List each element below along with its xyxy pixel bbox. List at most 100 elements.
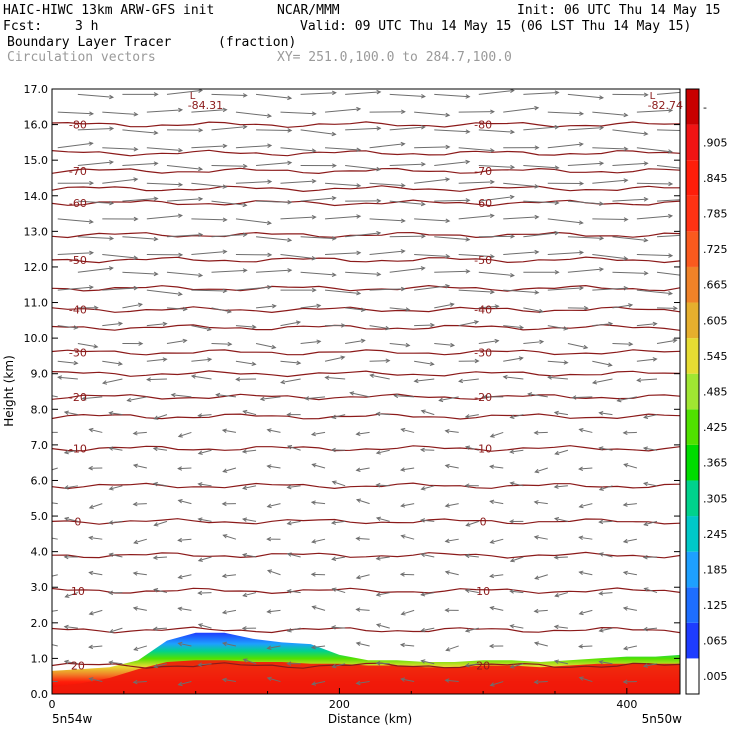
- circulation-vector: [77, 93, 115, 100]
- circulation-vector: [235, 179, 273, 184]
- circulation-vector: [280, 287, 317, 293]
- circulation-vector: [458, 289, 495, 295]
- circulation-vector: [88, 503, 103, 509]
- circulation-vector: [478, 234, 516, 239]
- circulation-vector: [330, 625, 346, 630]
- circulation-vector: [221, 677, 237, 683]
- circulation-vector: [509, 589, 524, 594]
- circulation-vector: [420, 409, 435, 416]
- circulation-vector: [355, 641, 370, 647]
- circulation-vector: [311, 538, 326, 544]
- circulation-vector: [266, 503, 281, 509]
- circulation-vector: [345, 271, 382, 277]
- colorbar-swatch: [686, 516, 699, 552]
- circulation-vector: [523, 270, 560, 275]
- circulation-vector: [146, 147, 184, 153]
- circulation-vector: [503, 182, 540, 189]
- circulation-vector: [256, 128, 293, 133]
- contour-label: 20: [476, 660, 490, 673]
- low-marker: L: [650, 91, 656, 102]
- circulation-vector: [622, 645, 637, 651]
- y-tick-label: 0.0: [31, 688, 49, 701]
- circulation-vector: [133, 645, 147, 651]
- colorbar-swatch: [686, 124, 699, 161]
- circulation-vector: [177, 681, 192, 687]
- circulation-vector: [612, 341, 634, 347]
- circulation-vector: [177, 641, 192, 647]
- y-tick-label: 4.0: [31, 546, 49, 559]
- temperature-contour-line: [52, 149, 680, 157]
- circulation-vector: [414, 218, 451, 224]
- init-time: Init: 06 UTC Thu 14 May 15: [517, 3, 721, 18]
- field1-name: Boundary Layer Tracer: [7, 35, 172, 50]
- circulation-vector: [509, 556, 524, 563]
- circulation-vector: [266, 428, 281, 433]
- circulation-vector: [464, 588, 479, 594]
- colorbar-label: .305: [703, 492, 728, 505]
- circulation-vector: [400, 609, 415, 616]
- colorbar-swatch: [686, 89, 699, 125]
- temperature-contour-line: [52, 518, 680, 525]
- temperature-contour-line: [52, 445, 680, 452]
- org-label: NCAR/MMM: [277, 3, 340, 18]
- colorbar-swatch: [686, 480, 699, 517]
- circulation-vector: [420, 485, 435, 491]
- circulation-vector: [355, 574, 370, 580]
- circulation-vector: [331, 587, 346, 594]
- circulation-vector: [211, 93, 248, 98]
- circulation-vector: [108, 520, 123, 525]
- circulation-vector: [643, 414, 658, 420]
- circulation-vector: [331, 663, 346, 669]
- circulation-vector: [280, 360, 302, 366]
- circulation-vector: [355, 431, 370, 437]
- circulation-vector: [355, 607, 370, 612]
- contour-label: -30: [474, 346, 492, 359]
- circulation-vector: [57, 250, 95, 256]
- circulation-vector: [489, 464, 504, 470]
- circulation-vector: [345, 338, 366, 344]
- circulation-vector: [102, 285, 139, 291]
- contour-label: -10: [474, 442, 492, 455]
- circulation-vector: [642, 663, 658, 668]
- circulation-vector: [547, 142, 584, 149]
- circulation-vector: [280, 111, 317, 116]
- circulation-vector: [598, 485, 613, 491]
- circulation-vector: [286, 589, 301, 594]
- circulation-vector: [445, 645, 459, 652]
- x-tick-label: 0: [49, 698, 56, 711]
- circulation-vector: [102, 253, 139, 261]
- circulation-vector: [400, 503, 415, 508]
- circulation-vector: [153, 588, 168, 594]
- circulation-vector: [191, 249, 228, 255]
- circulation-vector: [636, 181, 674, 187]
- contour-label: 20: [71, 660, 85, 673]
- circulation-vector: [553, 516, 569, 522]
- circulation-vector: [389, 233, 427, 239]
- circulation-vector: [304, 396, 326, 401]
- colorbar-label: .545: [703, 350, 728, 363]
- circulation-vector: [77, 342, 99, 349]
- circulation-vector: [324, 355, 346, 362]
- circulation-vector: [197, 482, 212, 487]
- circulation-vector: [643, 587, 658, 594]
- circulation-vector: [478, 164, 516, 170]
- circulation-vector: [280, 320, 302, 327]
- circulation-vector: [122, 302, 143, 309]
- circulation-vector: [503, 289, 540, 295]
- circulation-vector: [419, 447, 435, 453]
- circulation-vector: [503, 105, 540, 113]
- y-tick-label: 9.0: [31, 368, 49, 381]
- circulation-vector: [300, 90, 337, 96]
- circulation-vector: [77, 305, 99, 310]
- circulation-vector: [656, 306, 678, 311]
- circulation-vector: [286, 661, 301, 666]
- circulation-vector: [389, 342, 411, 348]
- circulation-vector: [622, 502, 637, 507]
- circulation-vector: [177, 466, 192, 471]
- circulation-vector: [132, 463, 147, 469]
- circulation-vector: [324, 289, 362, 296]
- y-tick-label: 13.0: [24, 225, 49, 238]
- circulation-vector: [256, 236, 293, 243]
- circulation-vector: [197, 590, 212, 596]
